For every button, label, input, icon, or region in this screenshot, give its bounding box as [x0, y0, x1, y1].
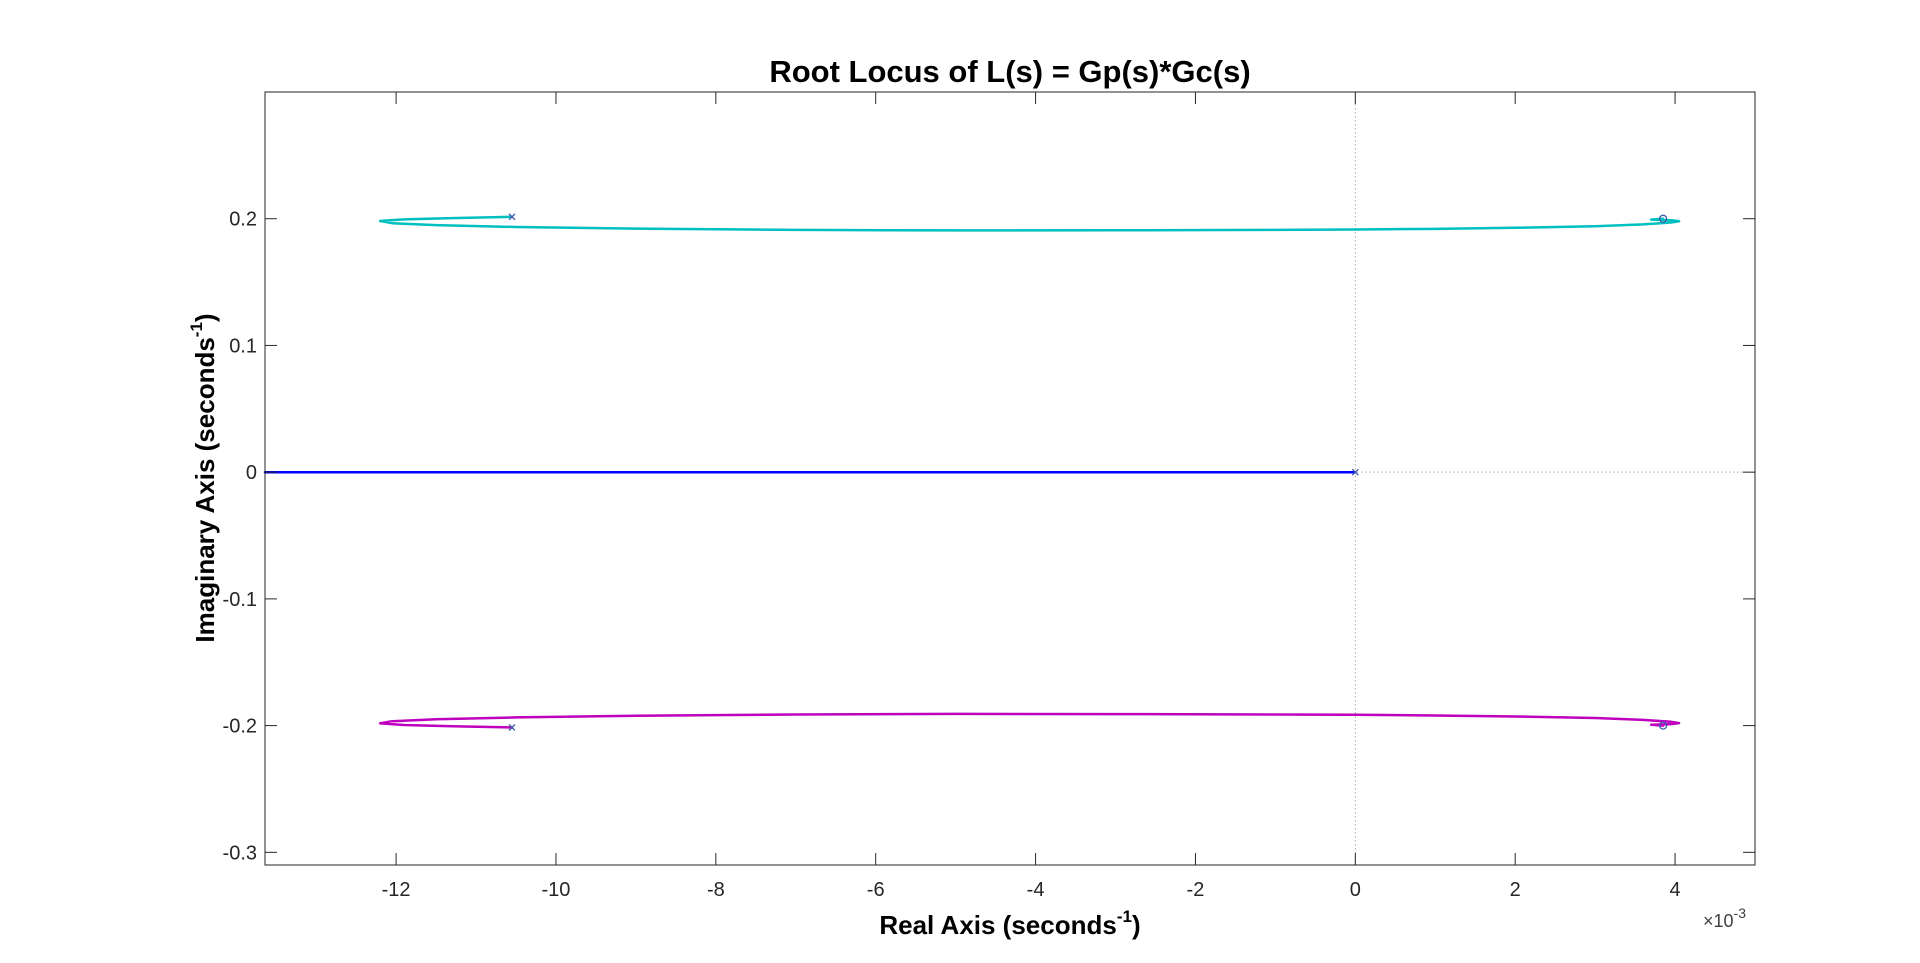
x-exponent-label: ×10-3: [1703, 905, 1746, 931]
y-axis-label-suffix: ): [190, 313, 220, 322]
locus-branch-1: [378, 215, 1681, 232]
zero-marker: [1658, 214, 1668, 223]
axes-box: [264, 91, 1756, 866]
y-tick-labels: -0.3 -0.2 -0.1 0 0.1 0.2: [223, 209, 257, 865]
x-exponent-power: -3: [1734, 905, 1747, 921]
pole-marker-stroke: [508, 724, 516, 731]
chart-title: Root Locus of L(s) = Gp(s)*Gc(s): [769, 54, 1250, 89]
axes-frame: [264, 91, 1756, 866]
x-tick-label: 0: [1350, 879, 1361, 901]
x-tick-label: 4: [1670, 879, 1681, 901]
x-tick-label: -8: [707, 879, 725, 901]
x-tick-label: -10: [542, 879, 571, 901]
plot-area: [265, 92, 1755, 865]
x-tick-label: 2: [1510, 879, 1521, 901]
x-exponent-base: ×10: [1703, 911, 1734, 931]
x-tick-labels: -12 -10 -8 -6 -4 -2 0 2 4: [382, 879, 1681, 901]
y-tick-label: -0.2: [223, 716, 257, 738]
pole-zero-markers: [508, 213, 1668, 731]
pole-marker: [508, 213, 516, 221]
x-axis-label-superscript: -1: [1117, 907, 1132, 926]
x-axis-label-text: Real Axis (seconds: [879, 910, 1116, 940]
x-tick-label: -4: [1027, 879, 1045, 901]
x-axis-label-suffix: ): [1132, 910, 1141, 940]
y-axis-label-text: Imaginary Axis (seconds: [190, 337, 220, 642]
pole-marker: [1351, 468, 1359, 476]
pole-marker-stroke: [1351, 468, 1359, 476]
y-tick-label: 0.1: [229, 335, 257, 357]
pole-marker-stroke: [508, 213, 516, 221]
x-tick-label: -2: [1187, 879, 1205, 901]
y-tick-label: -0.3: [223, 842, 257, 864]
y-axis-label-superscript: -1: [187, 322, 206, 337]
y-tick-label: 0.2: [229, 209, 257, 231]
y-tick-label: -0.1: [223, 589, 257, 611]
x-tick-label: -12: [382, 879, 411, 901]
locus-branches: [263, 215, 1681, 729]
locus-branch-2: [378, 712, 1681, 729]
y-tick-label: 0: [246, 462, 257, 484]
y-axis-label: Imaginary Axis (seconds-1): [187, 313, 220, 642]
pole-marker: [508, 724, 516, 731]
x-tick-label: -6: [867, 879, 885, 901]
x-axis-label: Real Axis (seconds-1): [879, 907, 1140, 940]
zero-marker: [1658, 721, 1668, 730]
